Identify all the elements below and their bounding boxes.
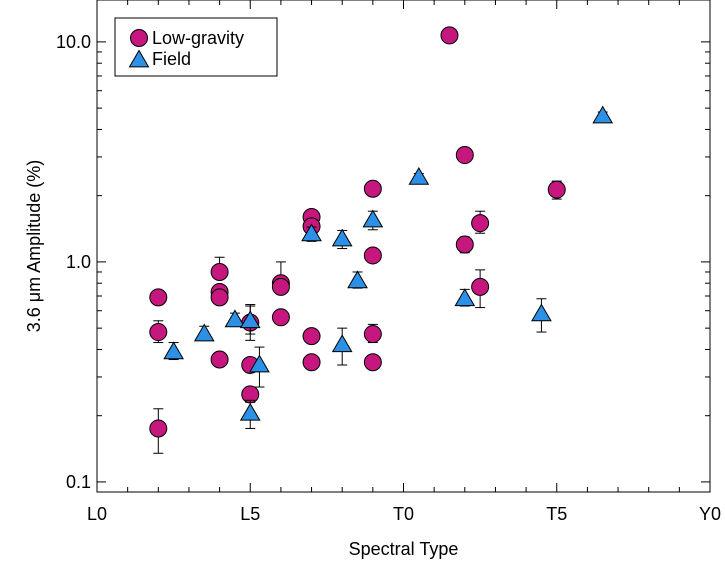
y-tick-label: 0.1: [66, 472, 91, 492]
low-gravity-point: [363, 179, 382, 198]
low-gravity-point: [210, 262, 229, 281]
field-point: [362, 209, 384, 228]
ticks-layer: L0 L5 T0 T5 Y0 0.1 1.0 10.0: [56, 0, 721, 524]
legend-circle-marker: [130, 29, 148, 47]
y-tick-label: 10.0: [56, 32, 91, 52]
low-gravity-point: [547, 180, 566, 199]
low-gravity-point: [471, 214, 490, 233]
field-point: [531, 303, 552, 322]
field-point: [193, 323, 215, 342]
x-tick-label: L0: [87, 504, 107, 524]
low-gravity-point: [271, 308, 290, 327]
field-point: [408, 166, 430, 185]
y-axis-title: 3.6 μm Amplitude (%): [24, 160, 44, 332]
x-tick-label: Y0: [699, 504, 721, 524]
field-point: [592, 105, 614, 124]
field-point: [224, 309, 246, 328]
low-gravity-point: [302, 327, 321, 346]
low-gravity-point: [149, 323, 168, 342]
legend-label: Field: [152, 49, 191, 69]
low-gravity-point: [440, 26, 459, 45]
y-tick-label: 1.0: [66, 252, 91, 272]
low-gravity-point: [363, 246, 382, 265]
x-tick-label: L5: [240, 504, 260, 524]
field-point: [239, 310, 261, 329]
low-gravity-point: [210, 350, 229, 369]
low-gravity-point: [149, 288, 168, 307]
x-tick-label: T5: [546, 504, 567, 524]
field-point: [163, 341, 184, 360]
low-gravity-point: [210, 288, 229, 307]
field-point: [454, 288, 476, 307]
low-gravity-point: [455, 235, 474, 254]
legend-triangle-marker: [128, 49, 150, 68]
x-axis-title: Spectral Type: [349, 539, 459, 559]
field-point: [239, 402, 261, 421]
field-point: [347, 270, 368, 289]
field-point: [301, 223, 322, 242]
field-point: [331, 228, 353, 247]
low-gravity-point: [363, 353, 382, 372]
low-gravity-point: [471, 277, 490, 296]
low-gravity-point: [302, 353, 321, 372]
legend-label: Low-gravity: [152, 28, 244, 48]
low-gravity-point: [149, 419, 168, 438]
field-point: [331, 334, 353, 353]
field-point: [249, 354, 270, 373]
marks-layer: [149, 26, 614, 454]
x-tick-label: T0: [393, 504, 414, 524]
low-gravity-point: [455, 146, 474, 165]
low-gravity-point: [363, 325, 382, 344]
low-gravity-point: [271, 277, 290, 296]
